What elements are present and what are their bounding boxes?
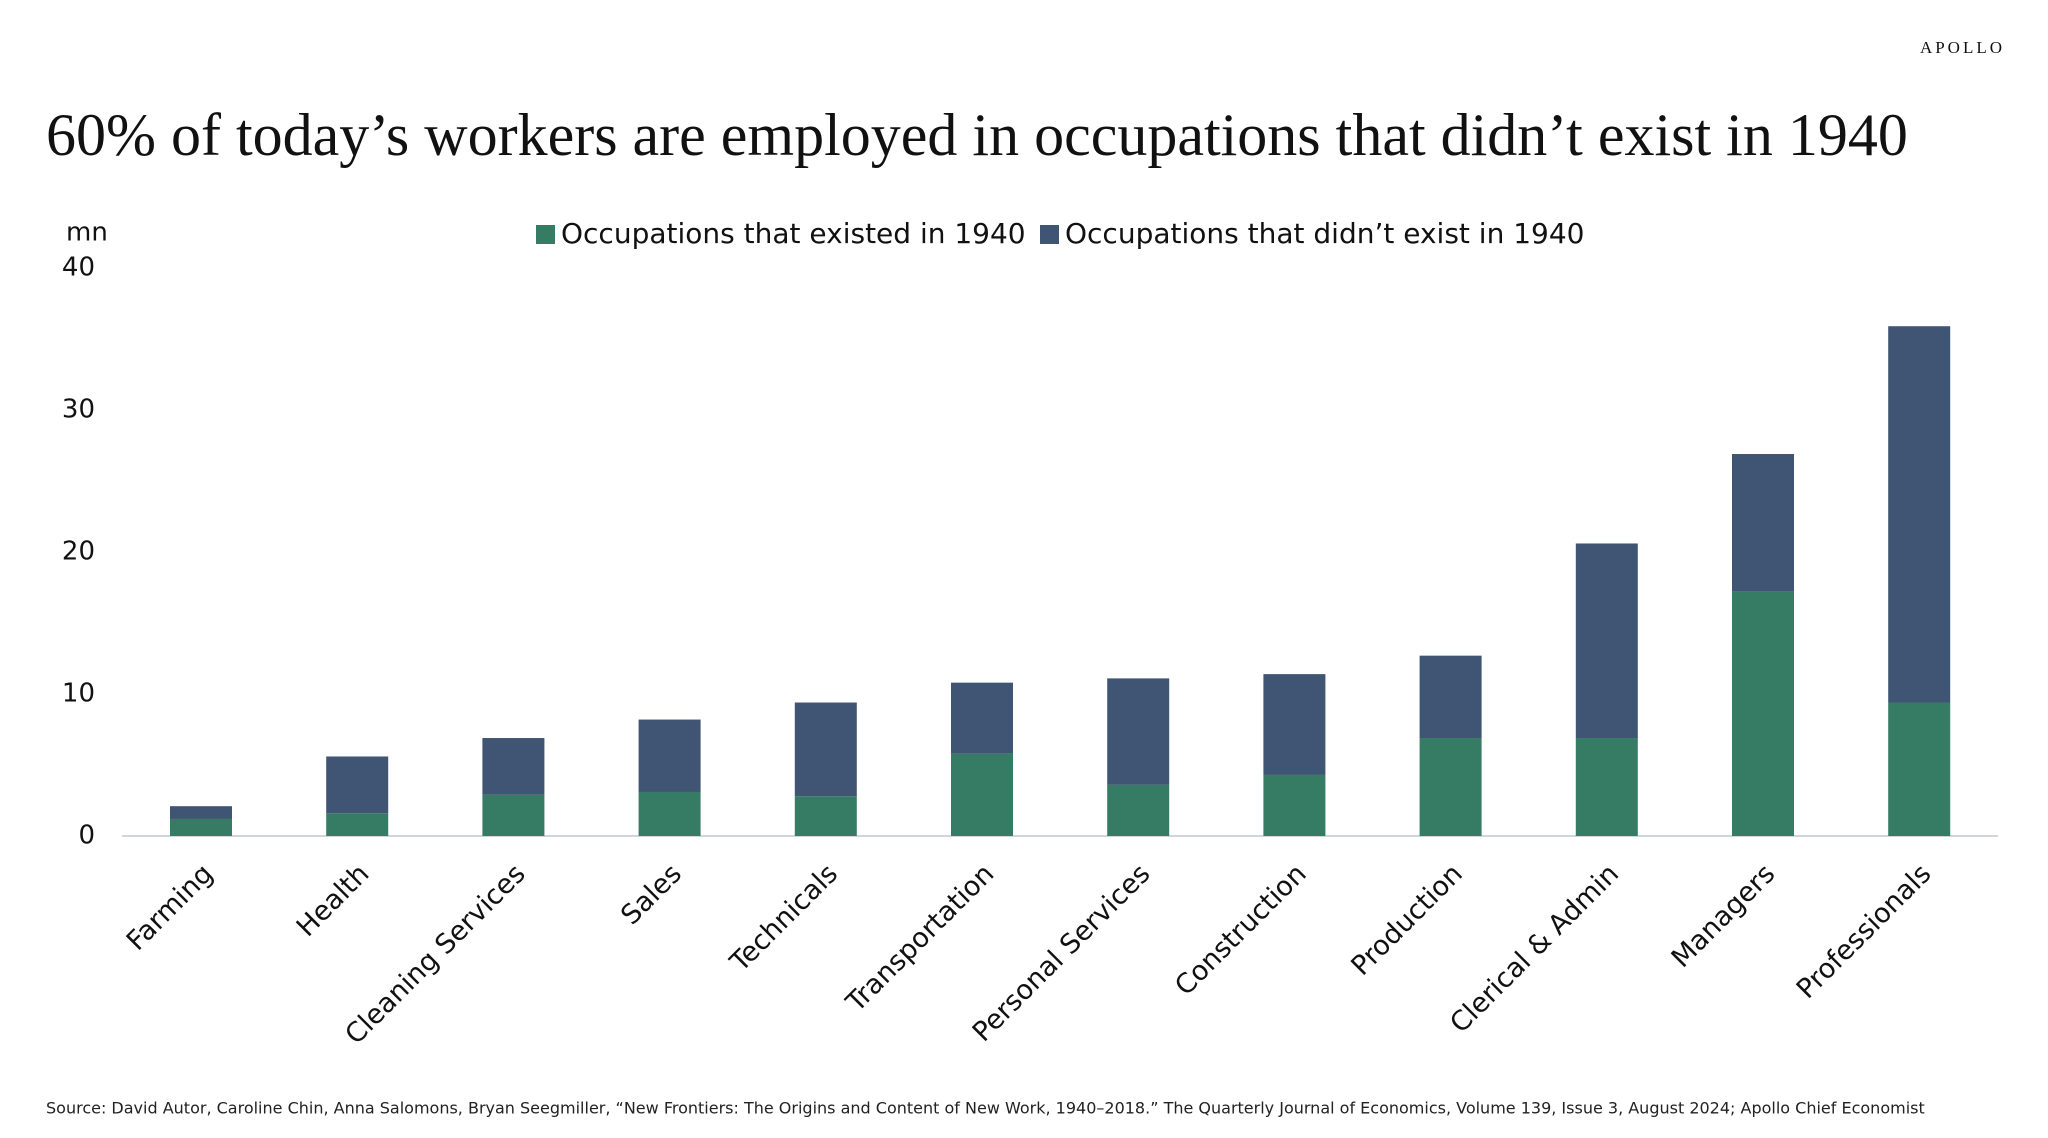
chart-title: 60% of today’s workers are employed in o… — [46, 102, 1908, 168]
bar-segment — [482, 738, 545, 795]
x-tick-label: Production — [1345, 858, 1469, 982]
bar-segment — [1732, 454, 1794, 592]
legend-label: Occupations that existed in 1940 — [561, 217, 1026, 250]
source-note: Source: David Autor, Caroline Chin, Anna… — [46, 1099, 1925, 1118]
x-tick-label: Health — [291, 858, 376, 943]
x-tick-label: Technicals — [724, 858, 844, 978]
x-tick-label: Construction — [1169, 858, 1312, 1001]
bar-segment — [1888, 326, 1951, 703]
x-tick-label: Managers — [1666, 858, 1782, 974]
y-tick-label: 30 — [62, 395, 95, 425]
bar-segment — [951, 682, 1013, 754]
x-tick-label: Transportation — [840, 858, 1000, 1018]
bar-segment — [1575, 543, 1638, 739]
bar-segment — [326, 813, 389, 836]
y-tick-label: 0 — [78, 821, 95, 851]
x-tick-label: Farming — [121, 858, 219, 956]
bar-segment — [794, 702, 857, 797]
x-tick-label: Sales — [615, 858, 688, 931]
brand: APOLLO — [1920, 38, 2005, 57]
bar-segment — [1107, 784, 1170, 836]
bar-segment — [1419, 738, 1482, 836]
bar-segment — [1263, 774, 1326, 836]
y-tick-label: 20 — [62, 537, 95, 567]
x-tick-label: Clerical & Admin — [1444, 858, 1625, 1039]
bar-segment — [1263, 674, 1326, 775]
bar-segment — [1732, 591, 1794, 836]
legend-label: Occupations that didn’t exist in 1940 — [1065, 217, 1584, 250]
y-tick-label: 40 — [62, 253, 95, 283]
y-axis-label: mn — [66, 218, 108, 248]
bar-segment — [1107, 678, 1170, 785]
legend-swatch — [1040, 225, 1059, 244]
bar-segment — [1419, 655, 1482, 739]
bar-segment — [1888, 702, 1951, 836]
x-tick-label: Personal Services — [967, 858, 1157, 1048]
bar-segment — [638, 791, 701, 836]
bar-segment — [170, 818, 232, 836]
legend-swatch — [536, 225, 555, 244]
bar-segment — [170, 806, 232, 819]
bar-segment — [1575, 738, 1638, 836]
bar-segment — [794, 796, 857, 836]
x-tick-label: Professionals — [1791, 858, 1938, 1005]
bar-segment — [638, 719, 701, 792]
bar-segment — [482, 794, 545, 836]
bar-segment — [326, 756, 389, 814]
bar-segment — [951, 753, 1013, 836]
y-tick-label: 10 — [62, 679, 95, 709]
